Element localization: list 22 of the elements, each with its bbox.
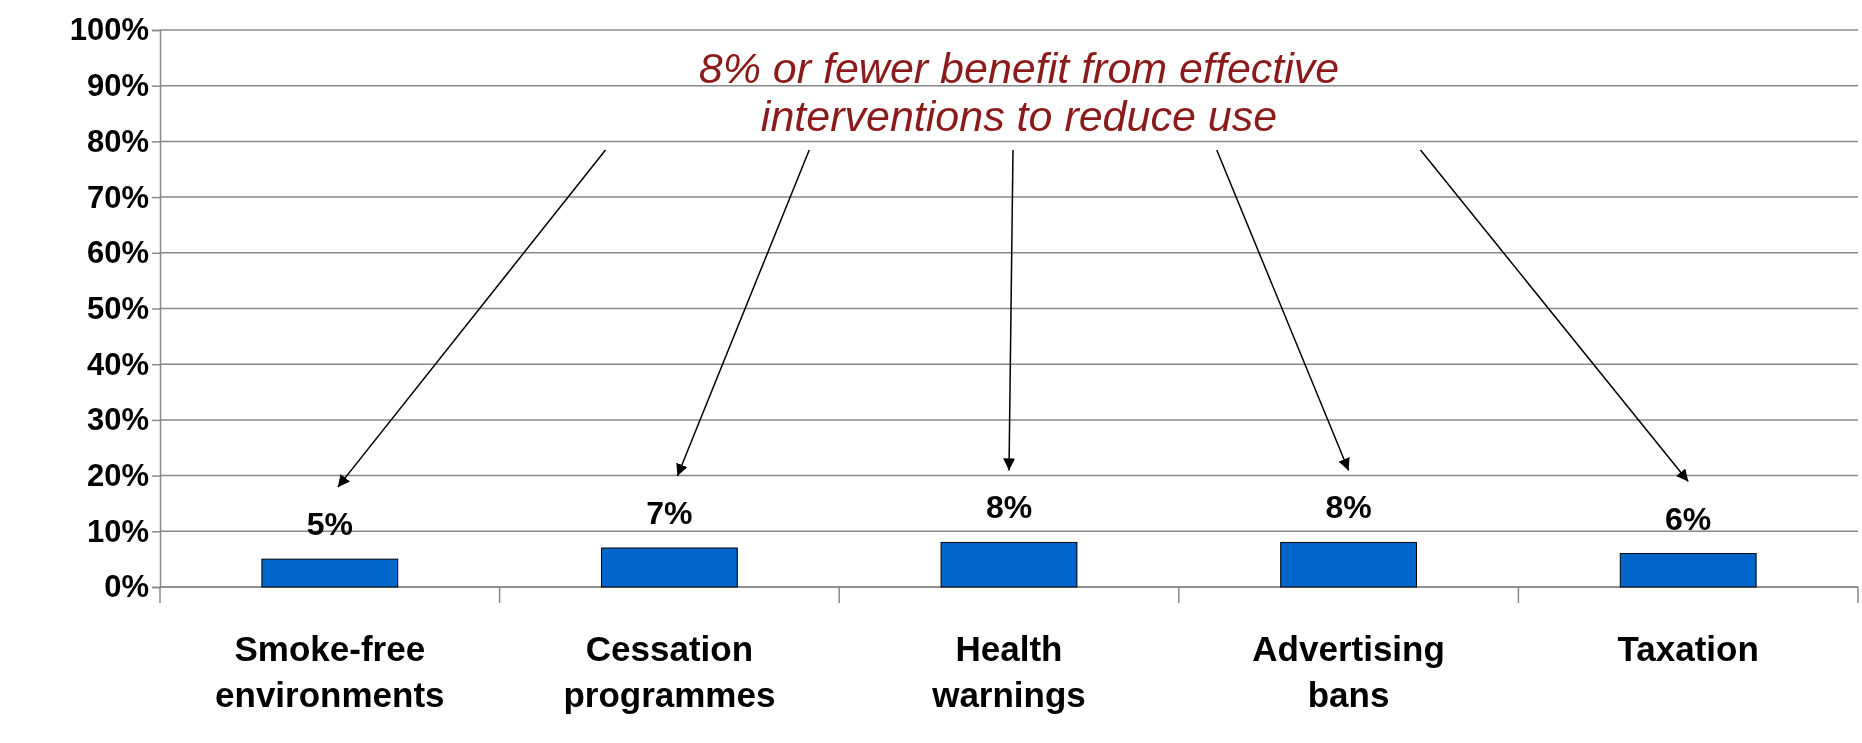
- data-label: 8%: [985, 489, 1033, 526]
- x-tick-label: Smoke-free environments: [215, 629, 445, 714]
- y-tick-label: 70%: [86, 179, 149, 215]
- annotation: 8% or fewer benefit from effective interventions to reduce use: [698, 44, 1340, 140]
- y-tick-label: 90%: [86, 68, 149, 104]
- x-tick-label: Health warnings: [931, 629, 1086, 714]
- data-label: 5%: [306, 506, 353, 543]
- y-tick-label: 20%: [86, 458, 149, 494]
- y-tick-label: 60%: [86, 235, 149, 271]
- data-label: 8%: [1325, 489, 1372, 526]
- y-tick-label: 50%: [86, 290, 149, 326]
- y-tick-label: 100%: [69, 12, 149, 48]
- y-tick-label: 10%: [86, 513, 149, 549]
- x-tick-label: Cessation programmes: [563, 629, 776, 714]
- y-tick-label: 40%: [86, 346, 149, 382]
- y-tick-label: 30%: [86, 402, 149, 438]
- y-tick-label: 80%: [86, 123, 149, 159]
- y-tick-label: 0%: [104, 569, 149, 605]
- data-label: 7%: [646, 495, 693, 532]
- x-tick-label: Taxation: [1617, 629, 1759, 668]
- x-tick-label: Advertising bans: [1252, 629, 1445, 714]
- data-label: 6%: [1665, 500, 1712, 537]
